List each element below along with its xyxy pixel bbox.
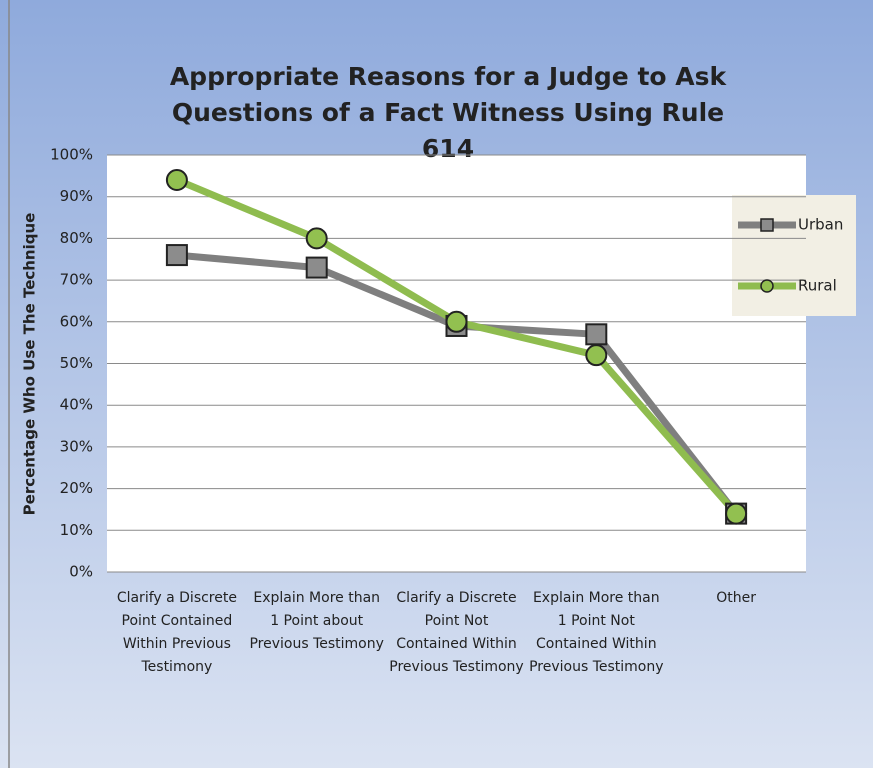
x-tick-label: Clarify a Discrete Point Not Contained Wit…	[389, 590, 523, 675]
y-tick-label: 90%	[60, 187, 93, 205]
marker	[585, 323, 608, 346]
x-tick-label: Explain More than 1 Point Not Contained Wi…	[529, 590, 663, 675]
legend-box	[732, 195, 856, 316]
y-tick-label: 70%	[60, 271, 93, 289]
legend-label: Urban	[798, 216, 843, 234]
y-tick-label: 60%	[60, 312, 93, 330]
y-tick-label: 20%	[60, 479, 93, 497]
x-tick-label: Clarify a Discrete Point Contained Within …	[117, 590, 237, 675]
y-tick-label: 80%	[60, 229, 93, 247]
marker	[305, 256, 328, 279]
chart-title: Appropriate Reasons for a Judge to Ask Qu…	[170, 62, 728, 163]
y-tick-label: 0%	[69, 563, 93, 581]
marker	[445, 310, 468, 333]
legend-marker	[760, 218, 774, 232]
y-axis-label: Percentage Who Use The Technique	[21, 213, 39, 516]
marker	[725, 502, 748, 525]
marker	[585, 344, 608, 367]
marker	[165, 169, 188, 192]
y-tick-label: 30%	[60, 437, 93, 455]
legend-marker	[760, 279, 774, 293]
y-tick-label: 40%	[60, 396, 93, 414]
y-tick-label: 100%	[50, 146, 93, 164]
legend-label: Rural	[798, 277, 837, 295]
marker	[165, 244, 188, 267]
y-tick-label: 50%	[60, 354, 93, 372]
x-tick-label: Other	[716, 590, 756, 606]
marker	[305, 227, 328, 250]
y-tick-label: 10%	[60, 521, 93, 539]
x-tick-label: Explain More than 1 Point about Previous T…	[249, 590, 383, 652]
